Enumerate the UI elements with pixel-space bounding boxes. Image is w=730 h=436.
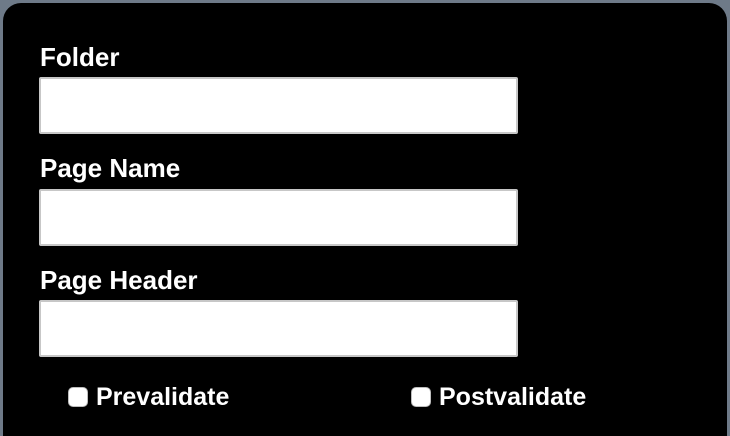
prevalidate-label: Prevalidate — [96, 383, 230, 411]
postvalidate-label: Postvalidate — [439, 383, 587, 411]
prevalidate-option[interactable]: Prevalidate — [68, 383, 229, 411]
folder-input[interactable] — [39, 77, 518, 134]
page-header-input[interactable] — [39, 300, 518, 357]
page-header-label: Page Header — [40, 265, 198, 295]
postvalidate-checkbox[interactable] — [411, 387, 431, 407]
postvalidate-option[interactable]: Postvalidate — [411, 383, 586, 411]
prevalidate-checkbox[interactable] — [68, 387, 88, 407]
page-name-label: Page Name — [40, 153, 181, 183]
page-name-input[interactable] — [39, 189, 518, 246]
form-panel: Folder Page Name Page Header Prevalidate… — [3, 3, 727, 436]
folder-label: Folder — [40, 42, 120, 72]
